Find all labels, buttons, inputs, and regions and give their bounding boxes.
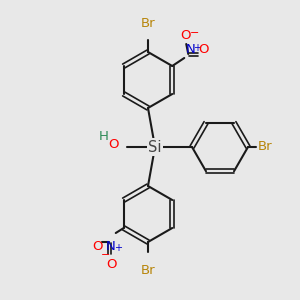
Text: O: O bbox=[109, 139, 119, 152]
Text: H: H bbox=[99, 130, 109, 143]
Text: N: N bbox=[186, 43, 196, 56]
Text: +: + bbox=[193, 43, 201, 53]
Text: Br: Br bbox=[141, 17, 155, 30]
Text: N: N bbox=[106, 240, 116, 253]
Text: +: + bbox=[114, 243, 122, 253]
Text: −: − bbox=[101, 250, 110, 260]
Text: O: O bbox=[106, 258, 116, 271]
Text: Si: Si bbox=[148, 140, 162, 154]
Text: −: − bbox=[190, 28, 200, 38]
Text: Br: Br bbox=[258, 140, 273, 154]
Text: O: O bbox=[180, 29, 191, 42]
Text: O: O bbox=[92, 240, 102, 253]
Text: Br: Br bbox=[141, 264, 155, 277]
Text: O: O bbox=[198, 43, 209, 56]
